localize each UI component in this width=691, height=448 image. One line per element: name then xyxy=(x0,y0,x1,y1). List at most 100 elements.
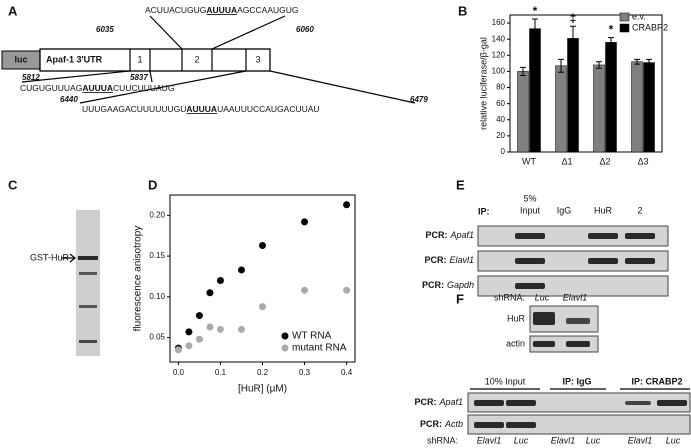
group-label: IP: CRABP2 xyxy=(631,376,682,386)
row-prefix: PCR: xyxy=(422,280,444,290)
shrna-label: shRNA: xyxy=(494,292,525,302)
gel xyxy=(477,225,669,247)
point xyxy=(206,289,214,297)
bar xyxy=(605,42,617,153)
band xyxy=(625,258,655,264)
band xyxy=(515,258,545,264)
blot-label: HuR xyxy=(507,313,526,323)
seq-part: CUGUGUUUAG xyxy=(20,83,82,93)
position: 6479 xyxy=(410,95,428,104)
legend-label: CRABP2 xyxy=(632,22,668,32)
band xyxy=(533,312,555,325)
panel-label: C xyxy=(8,177,18,192)
lane-label: Luc xyxy=(535,292,550,302)
sequence: UUUGAAGACUUUUUUGUAUUUAUAAUUUCCAUGACUUAU xyxy=(82,104,320,114)
gene: Elavl1 xyxy=(449,255,474,265)
panel-label: A xyxy=(8,3,18,18)
lane-label: Elavl1 xyxy=(477,435,502,445)
error-bar xyxy=(558,58,564,73)
connector xyxy=(149,15,183,50)
sequence: CUGUGUUUAGAUUUACUUCUUUAUG xyxy=(20,83,174,93)
error-bar xyxy=(520,66,526,76)
y-tick-label: 0.05 xyxy=(149,333,165,342)
row-prefix: PCR: xyxy=(425,230,447,240)
band xyxy=(588,258,618,264)
bar xyxy=(593,64,605,153)
connector xyxy=(79,70,247,104)
legend-label: e.v. xyxy=(632,11,646,21)
lane-label: 2 xyxy=(637,205,642,215)
band xyxy=(78,256,98,260)
connector xyxy=(21,70,131,83)
point xyxy=(195,312,203,320)
point xyxy=(301,218,309,226)
seq-part: AGCCAAUGUG xyxy=(237,5,298,15)
are-motif: AUUUA xyxy=(186,104,217,114)
row-label: PCR: Apaf1 xyxy=(414,397,463,407)
plot-frame xyxy=(509,14,663,153)
y-tick-label: 20 xyxy=(496,131,505,140)
gel xyxy=(467,392,691,413)
band xyxy=(474,422,504,428)
x-tick-label: Δ3 xyxy=(637,156,648,166)
band xyxy=(506,400,536,406)
bar xyxy=(643,62,655,153)
panel-label: E xyxy=(456,177,465,192)
band xyxy=(79,305,97,308)
x-tick-label: 0.3 xyxy=(299,368,311,377)
y-axis-label: fluorescence anisotropy xyxy=(133,226,144,332)
point xyxy=(185,328,193,336)
error-bar xyxy=(634,58,640,65)
gel-c: GST-HuR xyxy=(30,210,100,356)
lane-label: Elavl1 xyxy=(551,435,576,445)
row-label: PCR: Gapdh xyxy=(422,280,474,290)
seq-part: UUUGAAGACUUUUUUGU xyxy=(82,104,186,114)
connector xyxy=(149,70,153,83)
panel-label: B xyxy=(458,3,467,18)
point xyxy=(259,242,266,250)
position: 6440 xyxy=(60,95,78,104)
point xyxy=(185,342,193,350)
lane-label: Elavl1 xyxy=(563,292,588,302)
bar xyxy=(529,28,541,153)
legend-label: WT RNA xyxy=(292,331,332,342)
construct: luc Apaf-1 3'UTR 1 2 3 6035 6060 ACUUACU… xyxy=(1,5,428,114)
y-tick-label: 0.10 xyxy=(149,292,165,301)
point xyxy=(237,266,245,274)
are-motif: AUUUA xyxy=(82,83,113,93)
x-tick-label: 0.0 xyxy=(173,368,185,377)
panel-label: F xyxy=(456,291,464,306)
lane-label: Luc xyxy=(514,435,529,445)
lane-label: Luc xyxy=(666,435,681,445)
x-tick-label: WT xyxy=(522,156,536,166)
band xyxy=(506,422,536,428)
gene: Actb xyxy=(444,419,463,429)
blot-label: actin xyxy=(506,338,525,348)
lane-label: Luc xyxy=(586,435,601,445)
y-tick-label: 0 xyxy=(501,147,506,156)
panel-e: IP: 5% Input IgG HuR 2 PCR: Apaf1 PCR: Ela… xyxy=(422,193,669,297)
gel xyxy=(467,414,691,435)
y-tick-label: 100 xyxy=(492,67,506,76)
row-prefix: PCR: xyxy=(424,255,446,265)
legend-swatch xyxy=(619,23,630,33)
y-tick-label: 60 xyxy=(496,99,505,108)
region-label: 3 xyxy=(255,54,260,64)
point xyxy=(237,325,245,333)
lane-label: HuR xyxy=(594,205,613,215)
lane-label: IgG xyxy=(557,205,572,215)
x-tick-label: Δ2 xyxy=(599,156,610,166)
point xyxy=(206,323,214,331)
point xyxy=(343,286,351,294)
gel xyxy=(76,210,100,356)
point xyxy=(174,346,182,354)
band xyxy=(515,233,545,239)
error-bar xyxy=(608,37,614,48)
bar xyxy=(555,65,567,153)
lane-label: Input xyxy=(520,205,541,215)
x-tick-label: Δ1 xyxy=(561,156,572,166)
group-label: 10% Input xyxy=(485,376,526,386)
row-label: PCR: Actb xyxy=(420,419,463,429)
annotation: * xyxy=(533,4,538,18)
blot xyxy=(529,335,599,353)
